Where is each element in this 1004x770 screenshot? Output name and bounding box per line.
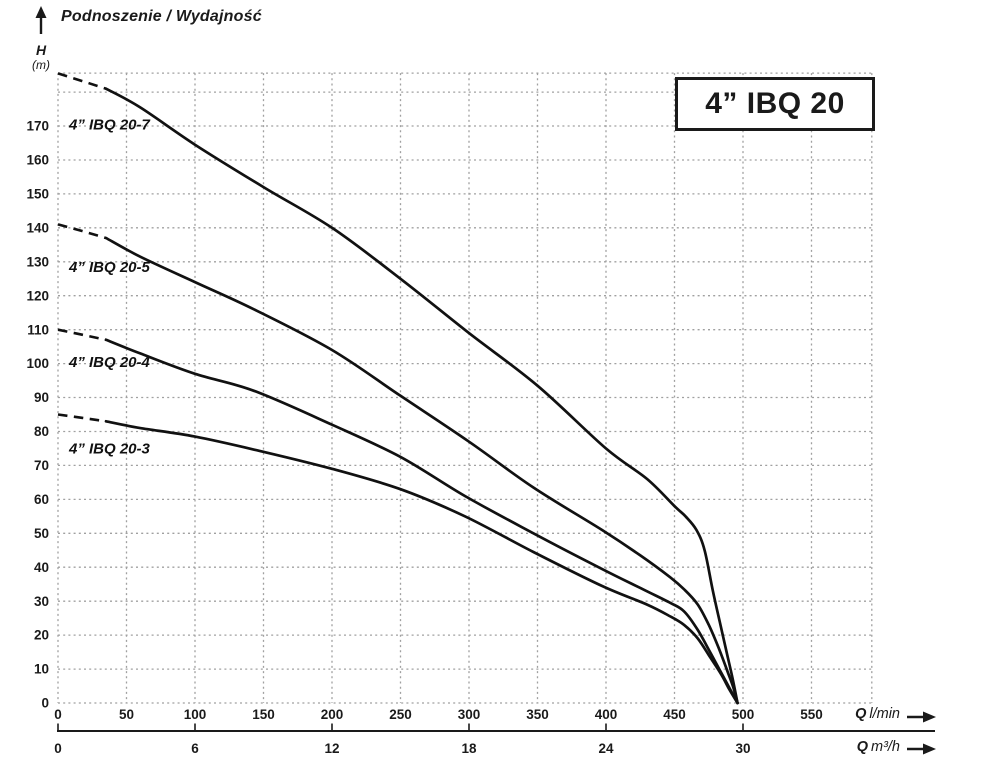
x-tick-label-lmin: 450 xyxy=(663,707,686,722)
y-tick-label: 70 xyxy=(34,458,49,473)
curve-label: 4” IBQ 20-3 xyxy=(68,441,151,458)
y-tick-label: 80 xyxy=(34,424,49,439)
x-tick-label-lmin: 300 xyxy=(458,707,481,722)
y-tick-label: 120 xyxy=(26,288,49,303)
x-tick-label-m3h: 30 xyxy=(735,741,750,756)
y-tick-label: 60 xyxy=(34,492,49,507)
curve-label: 4” IBQ 20-5 xyxy=(68,259,151,276)
x-tick-label-lmin: 550 xyxy=(800,707,823,722)
x-tick-label-lmin: 350 xyxy=(526,707,549,722)
y-axis-unit: (m) xyxy=(32,58,50,72)
y-tick-label: 0 xyxy=(41,696,49,711)
right-arrow-icon xyxy=(907,743,936,755)
x-tick-label-m3h: 6 xyxy=(191,741,199,756)
x-tick-label-lmin: 400 xyxy=(595,707,618,722)
m3h-unit: m³/h xyxy=(871,739,900,755)
x-tick-label-lmin: 250 xyxy=(389,707,412,722)
y-tick-label: 110 xyxy=(27,322,49,337)
y-tick-label: 150 xyxy=(26,187,49,202)
y-tick-label: 130 xyxy=(26,254,49,269)
chart-title: Podnoszenie / Wydajność xyxy=(61,8,262,25)
x-tick-label-m3h: 0 xyxy=(54,741,62,756)
curve-dashed-lead xyxy=(57,72,107,90)
right-arrow-icon xyxy=(907,711,936,723)
up-arrow-icon xyxy=(35,6,47,34)
x-tick-label-lmin: 50 xyxy=(119,707,134,722)
x-tick-label-lmin: 100 xyxy=(184,707,207,722)
model-label: 4” IBQ 20 xyxy=(705,87,845,120)
y-tick-label: 90 xyxy=(34,390,49,405)
curve-dashed-lead xyxy=(57,328,107,342)
q-symbol: Q xyxy=(855,706,867,722)
model-label-box: 4” IBQ 20 xyxy=(675,77,875,131)
x-tick-label-m3h: 12 xyxy=(324,741,339,756)
y-tick-label: 20 xyxy=(34,628,49,643)
y-tick-label: 160 xyxy=(26,153,49,168)
curve-dashed-lead xyxy=(57,413,107,423)
lmin-unit: l/min xyxy=(869,706,900,722)
y-tick-label: 140 xyxy=(26,220,49,235)
curve-4ibq20-3 xyxy=(104,419,739,705)
y-tick-label: 40 xyxy=(34,560,49,575)
curve-4ibq20-4 xyxy=(104,338,739,705)
y-tick-label: 30 xyxy=(34,594,49,609)
x-tick-label-m3h: 24 xyxy=(598,741,614,756)
x-tick-label-lmin: 0 xyxy=(54,707,62,722)
curve-label: 4” IBQ 20-4 xyxy=(68,354,151,371)
y-tick-label: 50 xyxy=(34,526,49,541)
curve-4ibq20-5 xyxy=(104,236,739,705)
y-tick-label: 10 xyxy=(34,662,49,677)
y-tick-label: 170 xyxy=(26,119,49,134)
q-symbol: Q xyxy=(856,739,868,755)
curve-dashed-lead xyxy=(57,223,107,240)
x-tick-label-lmin: 150 xyxy=(252,707,275,722)
x-tick-label-lmin: 500 xyxy=(732,707,755,722)
y-tick-label: 100 xyxy=(26,356,49,371)
curve-label: 4” IBQ 20-7 xyxy=(68,116,151,133)
y-axis-name: H xyxy=(35,42,47,58)
x-tick-label-lmin: 200 xyxy=(321,707,344,722)
curve-4ibq20-7 xyxy=(104,87,739,705)
x-tick-label-m3h: 18 xyxy=(461,741,477,756)
